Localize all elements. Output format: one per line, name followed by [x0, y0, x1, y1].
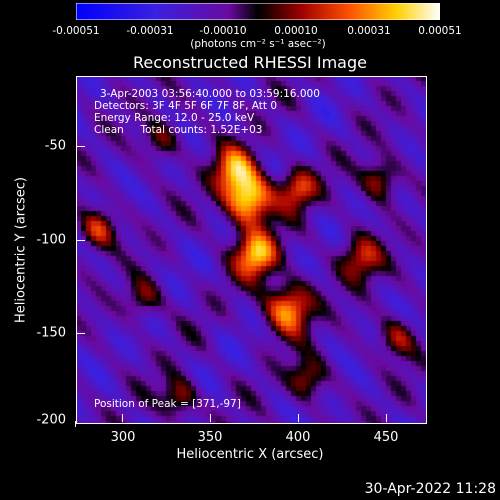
annotation-time-range: 3-Apr-2003 03:56:40.000 to 03:59:16.000: [100, 88, 320, 100]
x-tick-mark: [298, 414, 299, 422]
y-tick-mark: [77, 146, 85, 147]
x-tick-label: 450: [373, 430, 399, 445]
annotation-clean-counts: Clean Total counts: 1.52E+03: [94, 124, 263, 136]
colorbar-tick-label: -0.00010: [199, 25, 247, 37]
x-tick-mark: [210, 414, 211, 422]
timestamp: 30-Apr-2022 11:28: [364, 481, 496, 497]
plot-area: [76, 76, 427, 424]
colorbar-gradient: [76, 3, 440, 20]
colorbar: [76, 3, 440, 20]
chart-title: Reconstructed RHESSI Image: [133, 53, 367, 72]
y-axis-label: Heliocentric Y (arcsec): [13, 177, 29, 323]
y-tick-label: -50: [44, 138, 66, 154]
x-axis-origin-tick: [75, 421, 76, 427]
annotation-peak-position: Position of Peak = [371,-97]: [94, 398, 241, 410]
y-tick-label: -150: [36, 325, 66, 341]
y-tick-mark: [77, 240, 85, 241]
colorbar-tick-label: 0.00010: [274, 25, 318, 37]
annotation-detectors: Detectors: 3F 4F 5F 6F 7F 8F, Att 0: [94, 100, 278, 112]
colorbar-tick-label: 0.00031: [347, 25, 391, 37]
x-tick-mark: [122, 414, 123, 422]
colorbar-tick-label: -0.00031: [126, 25, 174, 37]
x-tick-label: 400: [285, 430, 311, 445]
annotation-energy-range: Energy Range: 12.0 - 25.0 keV: [94, 112, 255, 124]
colorbar-tick-label: 0.00051: [418, 25, 462, 37]
colorbar-tick-label: -0.00051: [52, 25, 100, 37]
heatmap-image: [76, 76, 427, 424]
y-tick-mark: [77, 333, 85, 334]
y-tick-label: -100: [36, 232, 66, 248]
x-tick-label: 300: [110, 430, 136, 445]
x-tick-mark: [386, 414, 387, 422]
y-tick-label: -200: [36, 412, 66, 428]
colorbar-unit-label: (photons cm⁻² s⁻¹ asec⁻²): [190, 38, 326, 50]
x-tick-label: 350: [197, 430, 223, 445]
plot-frame: [76, 76, 427, 424]
x-axis-label: Heliocentric X (arcsec): [176, 447, 324, 462]
